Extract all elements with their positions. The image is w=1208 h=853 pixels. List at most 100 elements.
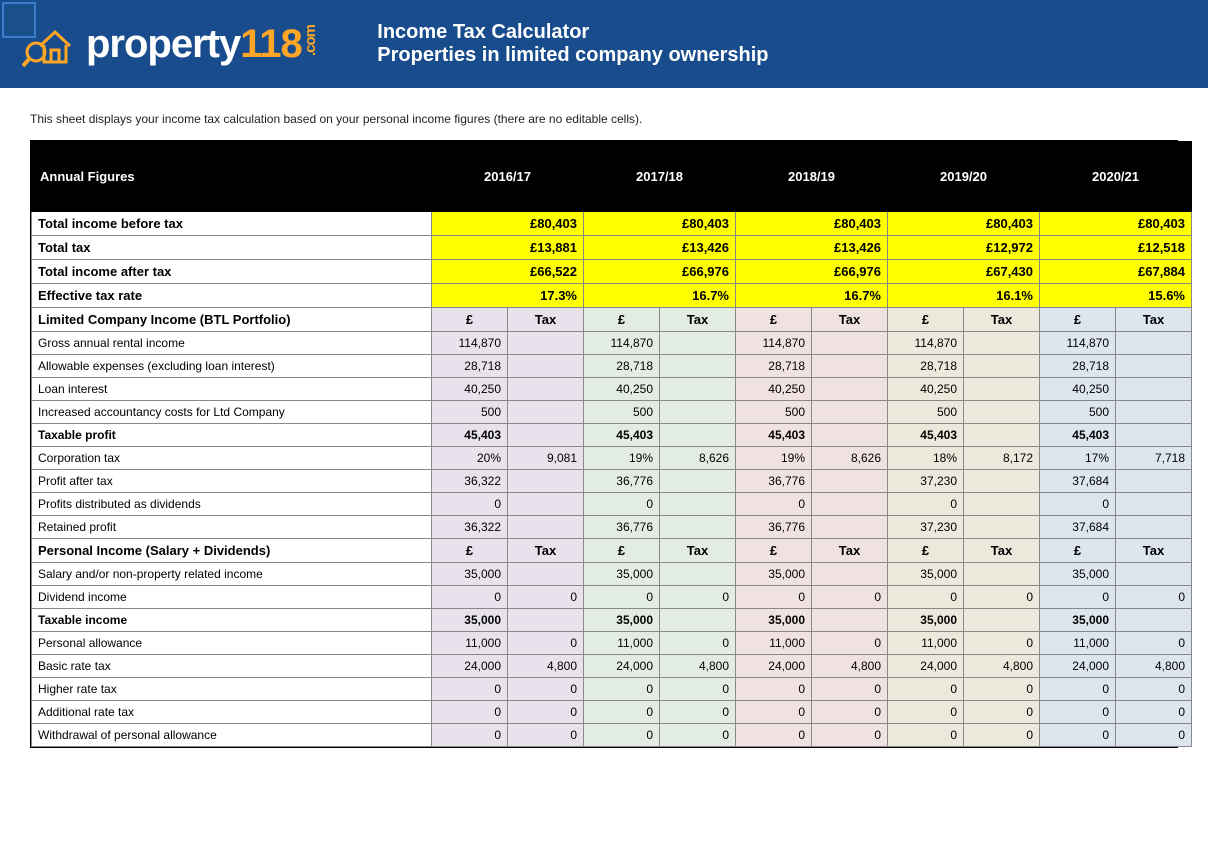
data-row: Higher rate tax0000000000 (32, 678, 1192, 701)
cell-amount: 11,000 (736, 632, 812, 655)
col-header-amount: £ (888, 308, 964, 332)
cell-tax (1116, 378, 1192, 401)
cell-tax (812, 332, 888, 355)
cell-amount: 20% (432, 447, 508, 470)
cell-tax (812, 424, 888, 447)
cell-amount: 0 (888, 701, 964, 724)
cell-tax: 7,718 (1116, 447, 1192, 470)
row-label: Profits distributed as dividends (32, 493, 432, 516)
logo-suffix: .com (304, 25, 318, 56)
cell-tax: 8,172 (964, 447, 1040, 470)
logo: property118.com (22, 18, 317, 70)
row-label: Gross annual rental income (32, 332, 432, 355)
cell-amount: 40,250 (584, 378, 660, 401)
cell-amount: 0 (584, 701, 660, 724)
cell-amount: 24,000 (736, 655, 812, 678)
cell-tax: 0 (508, 701, 584, 724)
cell-amount: 0 (584, 724, 660, 747)
cell-amount: 40,250 (888, 378, 964, 401)
cell-tax (660, 493, 736, 516)
cell-amount: 0 (1040, 724, 1116, 747)
summary-value: £12,518 (1040, 236, 1192, 260)
cell-tax: 0 (964, 724, 1040, 747)
cell-amount: 36,776 (736, 516, 812, 539)
cell-amount: 18% (888, 447, 964, 470)
data-row: Profit after tax36,32236,77636,77637,230… (32, 470, 1192, 493)
cell-tax (964, 609, 1040, 632)
cell-tax (508, 609, 584, 632)
summary-row: Effective tax rate17.3%16.7%16.7%16.1%15… (32, 284, 1192, 308)
cell-tax (964, 332, 1040, 355)
data-row: Withdrawal of personal allowance00000000… (32, 724, 1192, 747)
cell-tax: 0 (508, 632, 584, 655)
cell-amount: 0 (736, 724, 812, 747)
cell-tax (1116, 470, 1192, 493)
cell-tax: 0 (964, 678, 1040, 701)
cell-tax (508, 424, 584, 447)
cell-amount: 11,000 (1040, 632, 1116, 655)
cell-amount: 500 (432, 401, 508, 424)
row-label: Taxable profit (32, 424, 432, 447)
data-row: Gross annual rental income114,870114,870… (32, 332, 1192, 355)
cell-tax: 0 (508, 586, 584, 609)
row-label: Profit after tax (32, 470, 432, 493)
year-header: 2016/17 (432, 142, 584, 212)
cell-tax (964, 563, 1040, 586)
cell-tax (1116, 355, 1192, 378)
logo-word: property (86, 22, 240, 67)
section-title: Limited Company Income (BTL Portfolio) (32, 308, 432, 332)
col-header-amount: £ (1040, 308, 1116, 332)
cell-amount: 0 (432, 701, 508, 724)
cell-amount: 37,230 (888, 470, 964, 493)
cell-tax: 0 (508, 724, 584, 747)
cell-tax: 0 (964, 632, 1040, 655)
cell-amount: 0 (584, 493, 660, 516)
cell-tax: 0 (1116, 678, 1192, 701)
data-row: Personal allowance11,000011,000011,00001… (32, 632, 1192, 655)
cell-tax (1116, 424, 1192, 447)
summary-value: £66,522 (432, 260, 584, 284)
cell-tax (508, 378, 584, 401)
data-row: Taxable profit45,40345,40345,40345,40345… (32, 424, 1192, 447)
cell-tax (1116, 332, 1192, 355)
cell-amount: 35,000 (432, 563, 508, 586)
cell-tax (660, 563, 736, 586)
summary-value: 16.1% (888, 284, 1040, 308)
summary-value: £13,426 (736, 236, 888, 260)
cell-tax (660, 470, 736, 493)
row-label: Retained profit (32, 516, 432, 539)
col-header-tax: Tax (660, 539, 736, 563)
year-header: 2019/20 (888, 142, 1040, 212)
cell-amount: 24,000 (888, 655, 964, 678)
cell-tax: 9,081 (508, 447, 584, 470)
cell-amount: 37,684 (1040, 516, 1116, 539)
cell-tax (1116, 516, 1192, 539)
cell-tax (964, 516, 1040, 539)
summary-label: Effective tax rate (32, 284, 432, 308)
cell-amount: 11,000 (888, 632, 964, 655)
sheet-description: This sheet displays your income tax calc… (0, 88, 1208, 140)
cell-amount: 35,000 (888, 609, 964, 632)
cell-amount: 11,000 (584, 632, 660, 655)
cell-tax (660, 401, 736, 424)
cell-amount: 19% (584, 447, 660, 470)
cell-tax: 0 (812, 632, 888, 655)
summary-label: Total income after tax (32, 260, 432, 284)
data-row: Increased accountancy costs for Ltd Comp… (32, 401, 1192, 424)
data-row: Allowable expenses (excluding loan inter… (32, 355, 1192, 378)
cell-amount: 114,870 (584, 332, 660, 355)
summary-value: £12,972 (888, 236, 1040, 260)
row-label: Salary and/or non-property related incom… (32, 563, 432, 586)
col-header-amount: £ (888, 539, 964, 563)
cell-tax: 0 (812, 678, 888, 701)
cell-tax: 0 (1116, 701, 1192, 724)
summary-label: Total income before tax (32, 212, 432, 236)
cell-amount: 24,000 (1040, 655, 1116, 678)
cell-amount: 37,230 (888, 516, 964, 539)
cell-amount: 45,403 (584, 424, 660, 447)
calculation-table: Annual Figures2016/172017/182018/192019/… (30, 140, 1178, 748)
col-header-tax: Tax (508, 308, 584, 332)
col-header-tax: Tax (508, 539, 584, 563)
banner-titles: Income Tax Calculator Properties in limi… (377, 21, 768, 67)
cell-tax (660, 332, 736, 355)
